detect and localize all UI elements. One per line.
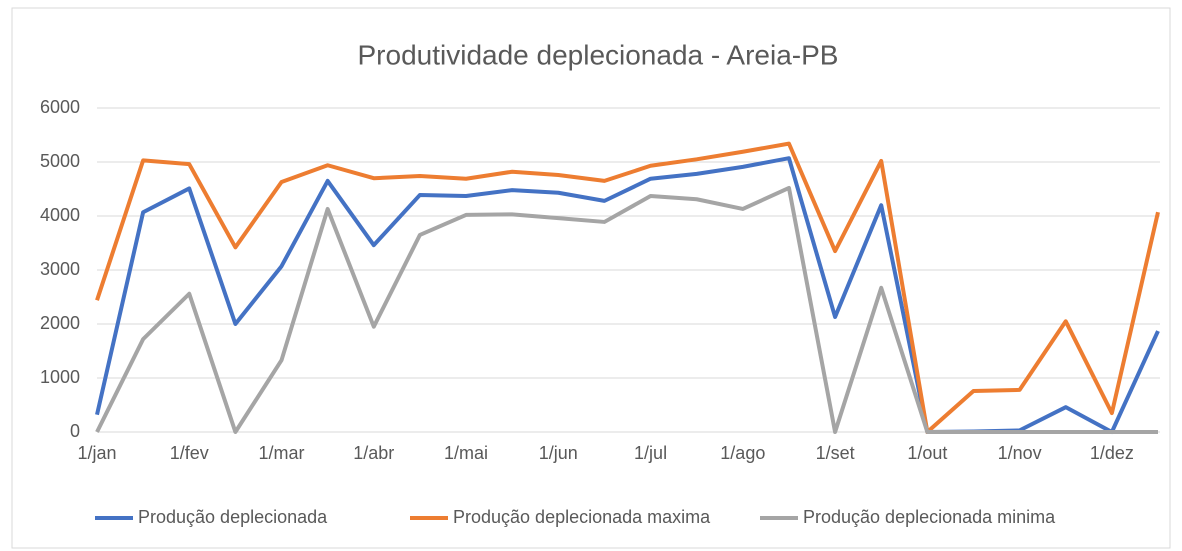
x-tick-label: 1/out bbox=[907, 443, 947, 463]
legend-label: Produção deplecionada bbox=[138, 507, 328, 527]
x-tick-label: 1/abr bbox=[353, 443, 394, 463]
x-tick-label: 1/mai bbox=[444, 443, 488, 463]
x-tick-label: 1/jun bbox=[539, 443, 578, 463]
x-tick-label: 1/jan bbox=[77, 443, 116, 463]
x-tick-label: 1/fev bbox=[170, 443, 209, 463]
legend-label: Produção deplecionada maxima bbox=[453, 507, 711, 527]
x-tick-label: 1/mar bbox=[259, 443, 305, 463]
y-tick-label: 2000 bbox=[40, 313, 80, 333]
series-line bbox=[95, 185, 1158, 434]
y-tick-label: 1000 bbox=[40, 367, 80, 387]
x-tick-label: 1/ago bbox=[720, 443, 765, 463]
x-tick-label: 1/jul bbox=[634, 443, 667, 463]
x-tick-label: 1/set bbox=[816, 443, 855, 463]
chart-frame bbox=[11, 7, 1171, 549]
y-tick-label: 3000 bbox=[40, 259, 80, 279]
y-tick-label: 4000 bbox=[40, 205, 80, 225]
legend-label: Produção deplecionada minima bbox=[803, 507, 1056, 527]
x-tick-label: 1/nov bbox=[998, 443, 1042, 463]
chart-title: Produtividade deplecionada - Areia-PB bbox=[358, 39, 839, 70]
series-line bbox=[95, 141, 1160, 434]
y-tick-label: 0 bbox=[70, 421, 80, 441]
y-tick-label: 5000 bbox=[40, 151, 80, 171]
y-tick-label: 6000 bbox=[40, 97, 80, 117]
x-tick-label: 1/dez bbox=[1090, 443, 1134, 463]
